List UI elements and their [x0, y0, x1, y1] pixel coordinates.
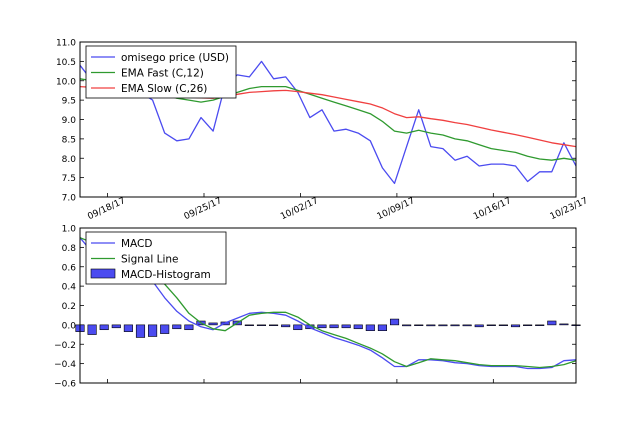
histogram-bar — [402, 324, 412, 327]
histogram-bar — [547, 320, 557, 326]
y-tick-label: 9.0 — [62, 116, 77, 126]
histogram-bar — [535, 324, 545, 326]
histogram-bar — [244, 324, 254, 326]
histogram-bar — [523, 324, 533, 326]
histogram-bar — [498, 324, 508, 326]
histogram-bar — [111, 324, 121, 329]
histogram-bar — [293, 324, 303, 331]
histogram-bar — [353, 324, 363, 330]
y-tick-label: 8.0 — [62, 155, 77, 165]
y-tick-label: 11.0 — [56, 39, 76, 49]
y-tick-label: 9.5 — [62, 97, 76, 107]
x-tick-label: 09/25/17 — [183, 196, 224, 222]
x-tick-label: 10/09/17 — [376, 196, 417, 222]
y-tick-label: −0.4 — [54, 360, 76, 370]
histogram-bar — [135, 324, 146, 338]
x-tick-label: 10/16/17 — [472, 196, 513, 222]
histogram-bar — [99, 324, 109, 331]
y-tick-label: 0.4 — [62, 283, 77, 293]
y-tick-label: 7.0 — [62, 194, 77, 204]
histogram-bar — [341, 324, 351, 329]
histogram-bar — [329, 324, 339, 329]
series-line-1 — [79, 60, 577, 185]
legend-label: MACD — [121, 238, 152, 250]
x-tick-label: 10/23/17 — [549, 196, 590, 222]
y-tick-label: 0.0 — [62, 321, 77, 331]
histogram-bar — [208, 322, 218, 326]
histogram-bar — [160, 324, 170, 334]
y-tick-label: 0.6 — [62, 263, 77, 273]
legend: MACD Signal Line MACD-Histogram — [85, 231, 227, 285]
legend-label: MACD-Histogram — [121, 269, 211, 281]
y-tick-label: 0.8 — [62, 244, 77, 254]
legend-label: EMA Slow (C,26) — [121, 83, 207, 95]
y-tick-label: 1.0 — [62, 225, 77, 235]
histogram-bar — [172, 324, 182, 330]
y-tick-label: 8.5 — [62, 135, 76, 145]
histogram-bar — [123, 324, 133, 332]
histogram-bar — [281, 324, 291, 328]
plot-frame — [79, 227, 577, 384]
histogram-bar — [148, 324, 158, 337]
histogram-bar — [184, 324, 194, 331]
y-tick-label: −0.2 — [54, 341, 76, 351]
legend-label: Signal Line — [121, 253, 178, 265]
y-tick-label: 0.2 — [62, 302, 76, 312]
x-tick-label: 10/02/17 — [279, 196, 320, 222]
histogram-bar — [450, 324, 460, 327]
histogram-bar — [269, 324, 279, 326]
histogram-bar — [414, 324, 424, 326]
legend-box — [85, 45, 237, 99]
x-tick-label: 09/18/17 — [86, 196, 127, 222]
panel-2: 1.0 0.8 0.6 0.4 0.2 0.0 −0.2 −0.4 −0.6 MACD Signal… — [54, 225, 581, 390]
histogram-bar — [365, 324, 375, 331]
plot-frame — [79, 41, 577, 198]
y-tick-label: 10.0 — [56, 77, 76, 87]
legend: omisego price (USD) EMA Fast (C,12) EMA Sl… — [85, 45, 237, 99]
histogram-bar — [510, 324, 521, 328]
histogram-bar — [87, 324, 97, 335]
histogram-bar — [462, 324, 472, 327]
y-tick-label: 10.5 — [56, 58, 76, 68]
legend-swatch — [90, 268, 116, 279]
histogram-bar — [426, 324, 436, 327]
histogram-bar — [389, 318, 400, 326]
histogram-bar — [559, 323, 569, 326]
histogram-bar — [474, 324, 484, 328]
histogram-bar — [438, 324, 448, 327]
y-tick-label: −0.6 — [54, 380, 76, 390]
histogram-bar — [256, 324, 267, 326]
legend-label: EMA Fast (C,12) — [121, 67, 204, 79]
series-line-1 — [79, 237, 577, 370]
histogram-bar — [486, 324, 496, 326]
legend-label: omisego price (USD) — [121, 52, 229, 64]
panel-1: 11.0 10.5 10.0 9.5 9.0 8.5 8.0 7.5 7.0 09/18/17 09… — [56, 39, 590, 223]
histogram-bar — [377, 324, 387, 331]
y-tick-label: 7.5 — [62, 174, 76, 184]
histogram-bar — [317, 324, 327, 329]
